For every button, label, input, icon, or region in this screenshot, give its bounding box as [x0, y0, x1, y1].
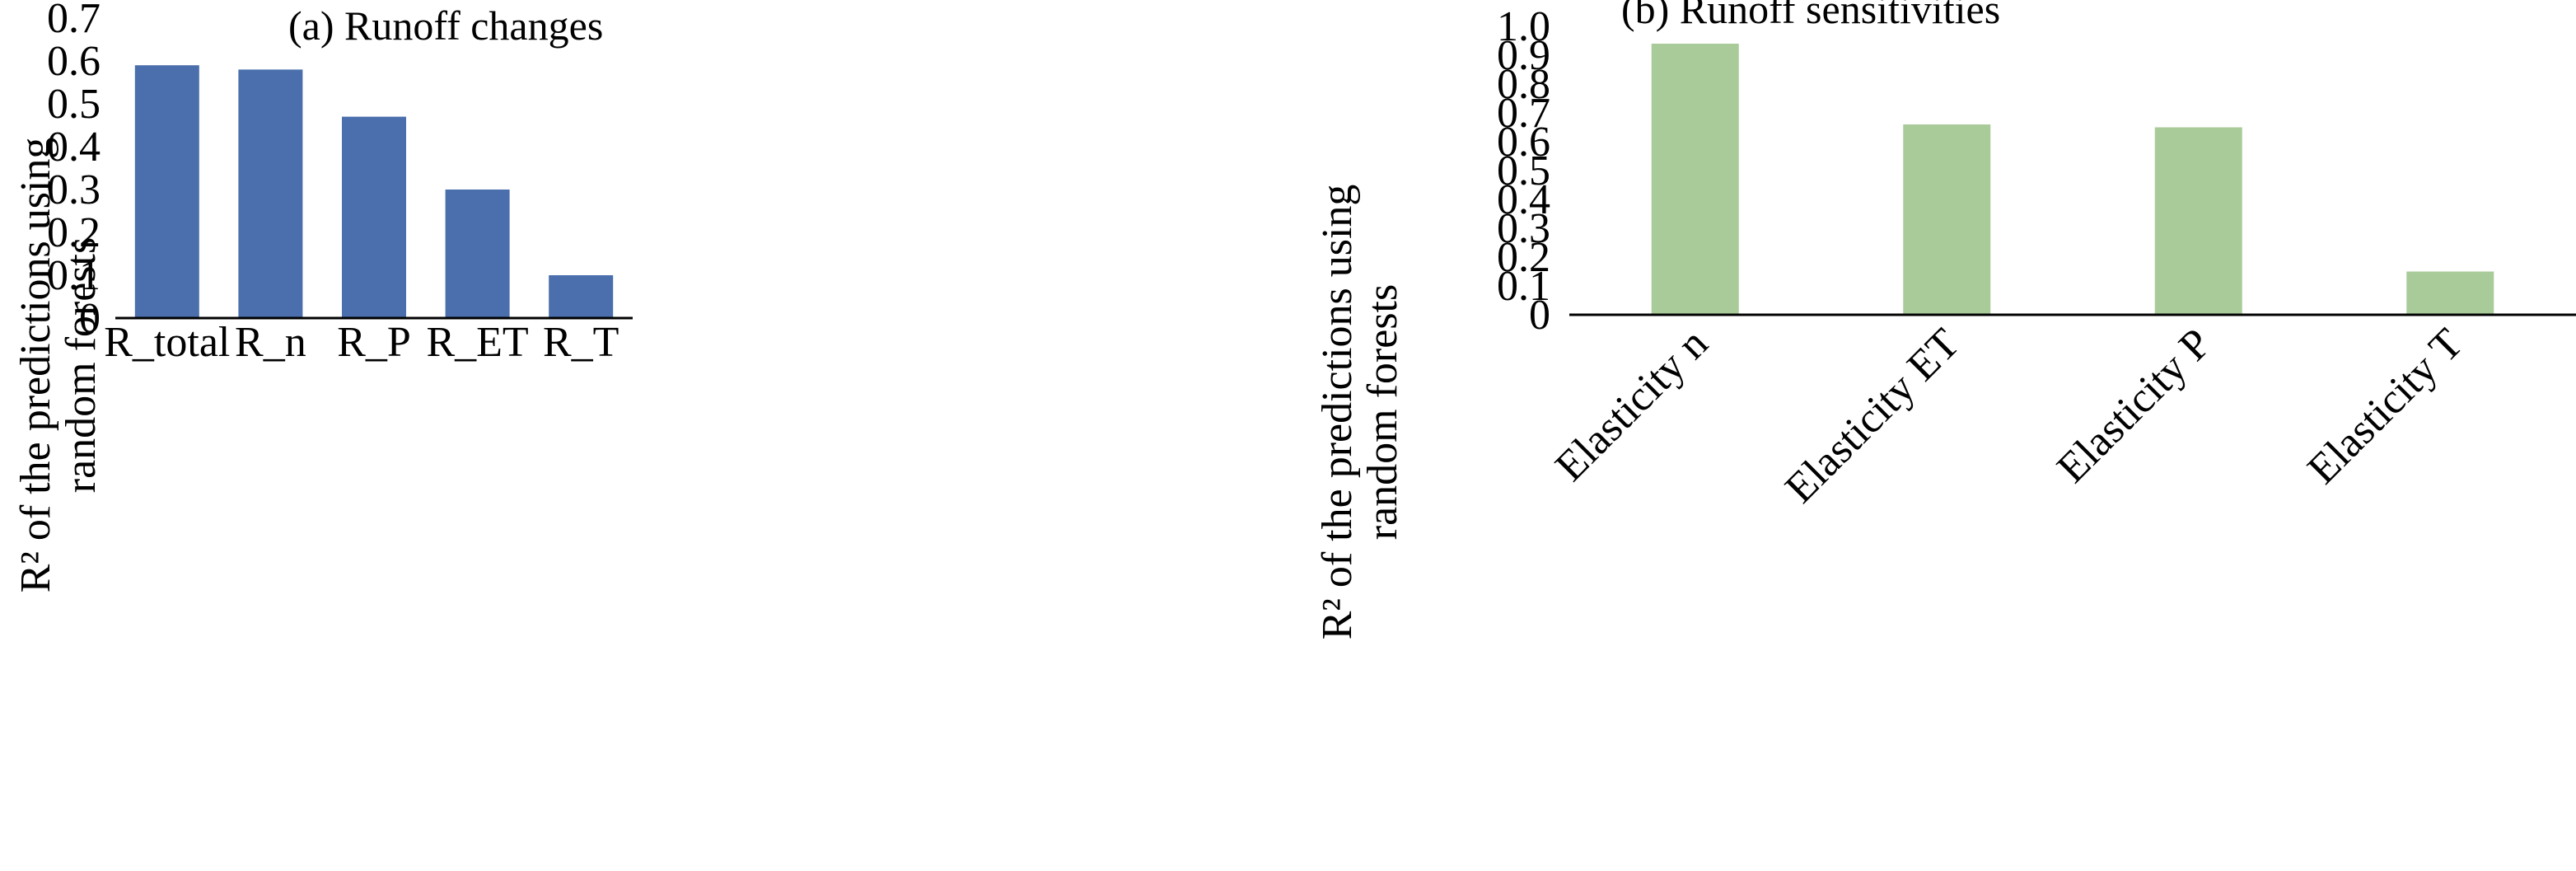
panel-runoff-sensitivities: (b) Runoff sensitivities R² of the predi… — [1314, 0, 2576, 639]
x-tick-label: R_n — [235, 319, 306, 366]
y-tick-label: 0.4 — [1497, 176, 1550, 223]
y-tick-label: 0.1 — [1497, 263, 1550, 310]
y-tick-label: 0.8 — [1497, 61, 1550, 108]
y-tick-labels: 00.10.20.30.40.50.60.7 — [47, 0, 101, 342]
x-tick-label: Elasticity ET — [1776, 320, 1968, 512]
x-tick-label: Elasticity T — [2299, 320, 2472, 493]
x-tick-label: R_ET — [426, 319, 528, 366]
y-tick-label: 0.6 — [47, 38, 101, 85]
bar — [1651, 44, 1739, 315]
bar — [134, 65, 199, 318]
x-tick-labels: R_total R_n R_P R_ET R_T — [104, 319, 619, 366]
chart-title: (a) Runoff changes — [288, 2, 603, 49]
x-tick-label: Elasticity P — [2048, 320, 2220, 492]
bar — [238, 69, 303, 319]
bar — [445, 190, 510, 318]
y-tick-label: 0.7 — [1497, 90, 1550, 137]
y-tick-label: 0.4 — [47, 124, 101, 171]
bars — [134, 65, 614, 319]
y-tick-label: 0.3 — [47, 166, 101, 213]
y-axis-label-line-2: random forests — [1359, 284, 1406, 540]
x-tick-label: R_T — [543, 319, 619, 366]
y-tick-label: 1.0 — [1497, 3, 1550, 50]
y-tick-label: 0.5 — [1497, 148, 1550, 194]
y-tick-label: 0.7 — [47, 0, 101, 42]
y-axis-label-line-1: R² of the predictions using — [1314, 185, 1361, 640]
y-tick-labels: 00.10.20.30.40.50.60.70.80.91.0 — [1497, 3, 1550, 339]
y-axis-label-line-1: R² of the predictions using — [12, 138, 59, 593]
y-tick-label: 0 — [1529, 292, 1550, 339]
x-tick-labels: Elasticity n Elasticity ET Elasticity P Ela… — [1546, 320, 2471, 512]
y-tick-label: 0 — [79, 295, 101, 342]
bar — [2154, 127, 2242, 315]
bar — [549, 275, 614, 318]
y-axis-label: R² of the predictions using random fores… — [12, 138, 105, 593]
y-tick-label: 0.5 — [47, 81, 101, 128]
y-axis-label-line-2: random forests — [58, 237, 105, 493]
y-tick-label: 0.6 — [1497, 119, 1550, 166]
panel-runoff-changes: (a) Runoff changes R² of the predictions… — [12, 0, 633, 592]
y-tick-label: 0.3 — [1497, 205, 1550, 252]
y-tick-label: 0.9 — [1497, 32, 1550, 79]
bar — [342, 116, 406, 318]
x-tick-label: R_total — [104, 319, 230, 366]
bar — [1903, 124, 1991, 315]
bars — [1651, 44, 2494, 315]
y-axis-label: R² of the predictions using random fores… — [1314, 185, 1406, 640]
y-tick-label: 0.2 — [47, 209, 101, 256]
y-tick-label: 0.2 — [1497, 234, 1550, 281]
y-tick-label: 0.1 — [47, 252, 101, 299]
x-tick-label: R_P — [337, 319, 411, 366]
chart-title: (b) Runoff sensitivities — [1621, 0, 2000, 32]
x-tick-label: Elasticity n — [1546, 320, 1717, 490]
bar — [2406, 271, 2494, 315]
